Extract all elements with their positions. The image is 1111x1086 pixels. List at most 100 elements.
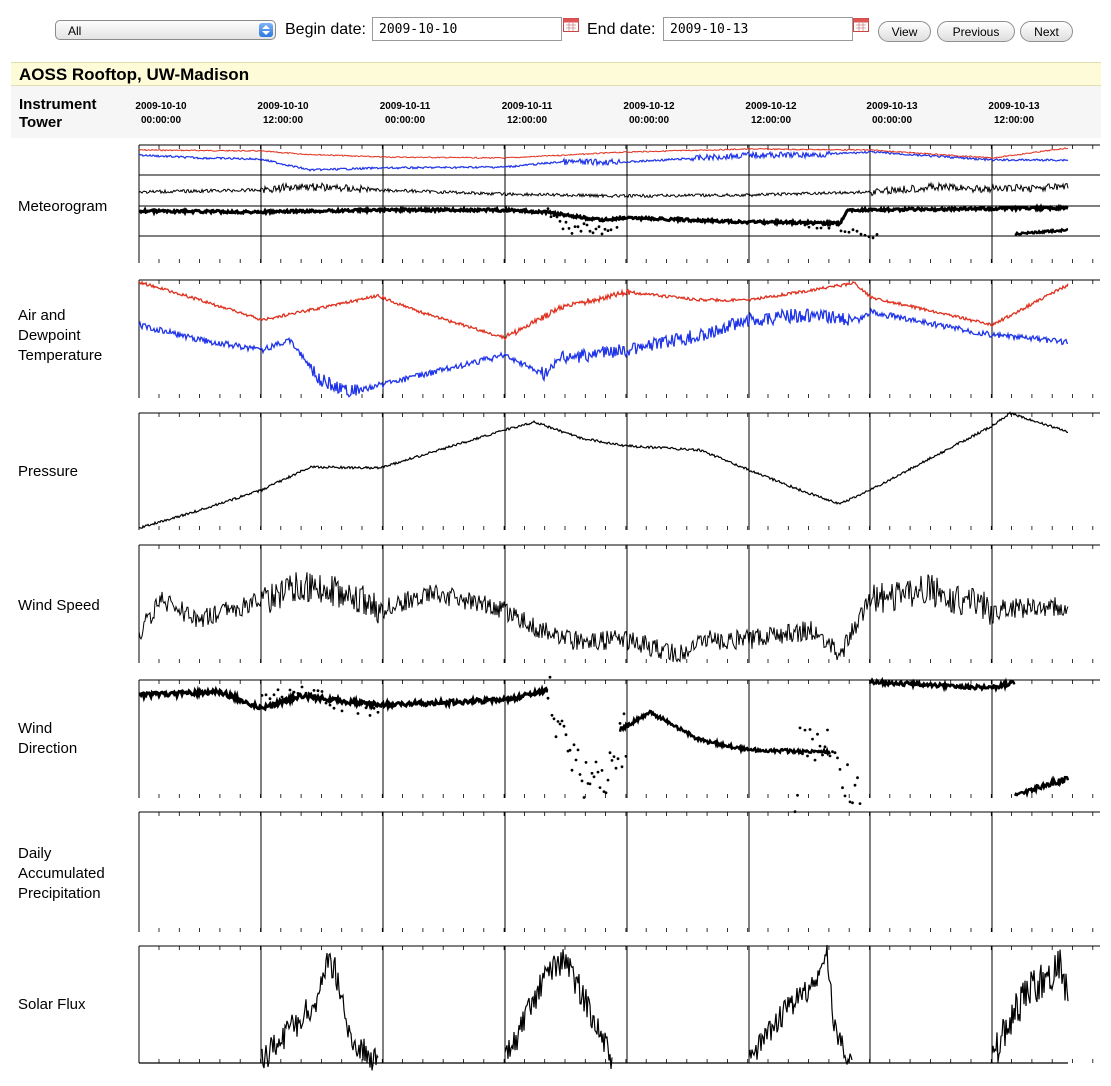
meteorogram-direction-dot [807, 225, 811, 229]
wind-direction-dot [352, 697, 356, 701]
wind-direction-dot [280, 695, 284, 699]
row-label: Air and Dewpoint Temperature [18, 307, 103, 364]
wind-direction-dot [808, 728, 812, 731]
end-date-input[interactable]: 2009-10-13 [663, 17, 853, 41]
wind-direction-dot [622, 712, 626, 716]
meteorogram-direction-dot [588, 229, 592, 233]
wind-direction-dot [843, 794, 847, 798]
time-column-date: 2009-10-10 [135, 101, 187, 112]
wind-direction-dot [552, 717, 556, 721]
instrument-select[interactable]: All [55, 20, 276, 40]
wind-direction-line [1013, 775, 1070, 799]
wind-direction-dot [793, 810, 797, 814]
solar-flux-line [748, 945, 853, 1065]
wind-direction-dot [550, 713, 554, 717]
wind-direction-dot [588, 782, 592, 786]
wind-direction-dot [324, 701, 328, 705]
meteorogram-temp-line [138, 147, 1069, 160]
calendar-icon[interactable] [853, 18, 869, 32]
wind-direction-dot [308, 692, 312, 696]
wind-direction-dot [360, 702, 364, 706]
time-column-time: 00:00:00 [871, 115, 913, 126]
meteorogram-direction-dot [839, 229, 843, 233]
meteorogram-direction-dot [555, 215, 559, 219]
wind-direction-dot [816, 732, 819, 736]
wind-direction-dot [284, 701, 288, 704]
meteorogram-direction-dot [871, 236, 875, 240]
time-column-date: 2009-10-10 [257, 101, 309, 112]
wind-direction-dot [556, 720, 560, 723]
wind-direction-dot [574, 758, 578, 762]
meteorogram-direction-dot [573, 225, 577, 229]
toolbar: All Begin date: 2009-10-10 End date: 200… [0, 0, 1111, 62]
wind-direction-dot [851, 801, 854, 805]
next-button[interactable]: Next [1020, 21, 1073, 42]
row-label: Solar Flux [18, 996, 86, 1013]
wind-direction-dot [578, 773, 582, 776]
wind-direction-dot [364, 706, 368, 710]
wind-direction-dot [572, 743, 576, 747]
wind-direction-dot [828, 754, 832, 758]
begin-date-input[interactable]: 2009-10-10 [372, 17, 562, 41]
time-header: Instrument Tower 2009-10-10 00:00:00 2009-… [11, 86, 1101, 138]
wind-direction-dot [616, 757, 620, 761]
meteorogram-direction-dot [615, 226, 619, 229]
previous-button[interactable]: Previous [937, 21, 1015, 42]
meteorogram-direction-dot [558, 219, 562, 223]
wind-direction-dot [560, 719, 564, 723]
calendar-icon[interactable] [563, 18, 579, 32]
wind-direction-dot [570, 768, 574, 772]
meteorogram-direction-dot [609, 228, 613, 232]
pressure-line [138, 411, 1068, 529]
wind-direction-dot [821, 753, 824, 757]
wind-direction-dot [806, 754, 809, 758]
wind-direction-dot [372, 706, 376, 710]
wind-direction-dot [592, 775, 596, 779]
wind-direction-dot [546, 696, 550, 700]
meteorogram-direction-dot [612, 217, 616, 221]
wind-direction-dot [856, 776, 859, 780]
wind-direction-dot [798, 726, 802, 730]
wind-direction-dot [590, 771, 594, 775]
meteorogram-direction-dot [831, 222, 835, 226]
wind-direction-dot [320, 690, 324, 693]
time-column-date: 2009-10-13 [866, 101, 918, 112]
time-column-header: 2009-10-13 00:00:00 [842, 100, 942, 128]
wind-direction-dot [348, 701, 352, 705]
wind-direction-dot [612, 755, 616, 758]
meteorogram-direction-dot [600, 232, 604, 236]
wind-direction-dot [608, 751, 612, 755]
site-title: AOSS Rooftop, UW-Madison [11, 62, 1101, 86]
time-column-time: 00:00:00 [628, 115, 670, 126]
wind-direction-dot [554, 735, 558, 739]
meteorogram-direction-dot [606, 229, 610, 233]
wind-direction-dot [614, 766, 618, 770]
dewpoint-line [138, 307, 1069, 398]
wind-direction-line [138, 684, 549, 713]
wind-direction-dot [276, 688, 280, 692]
wind-direction-dot [596, 770, 600, 774]
time-column-date: 2009-10-13 [988, 101, 1040, 112]
meteorogram-direction-dot [579, 229, 583, 233]
wind-direction-dot [558, 722, 562, 726]
meteorogram-direction-line [138, 203, 1069, 228]
meteorogram-direction-dot [591, 231, 595, 235]
wind-direction-dot [268, 697, 272, 701]
wind-direction-dot [841, 786, 844, 790]
wind-direction-dot [580, 779, 584, 783]
wind-direction-dot [368, 714, 372, 717]
time-column-date: 2009-10-12 [745, 101, 797, 112]
time-column-time: 12:00:00 [993, 115, 1035, 126]
wind-direction-dot [594, 760, 598, 764]
wind-direction-dot [620, 765, 624, 769]
meteorogram-direction-dot [552, 214, 556, 218]
row-label: Wind Direction [18, 720, 78, 757]
view-button[interactable]: View [878, 21, 931, 42]
wind-direction-dot [340, 709, 344, 713]
time-column-header: 2009-10-10 12:00:00 [233, 100, 333, 128]
wind-direction-dot [858, 802, 862, 805]
solar-flux-line [261, 952, 379, 1071]
row-label: Wind Speed [18, 597, 100, 614]
wind-direction-dot [831, 750, 834, 754]
